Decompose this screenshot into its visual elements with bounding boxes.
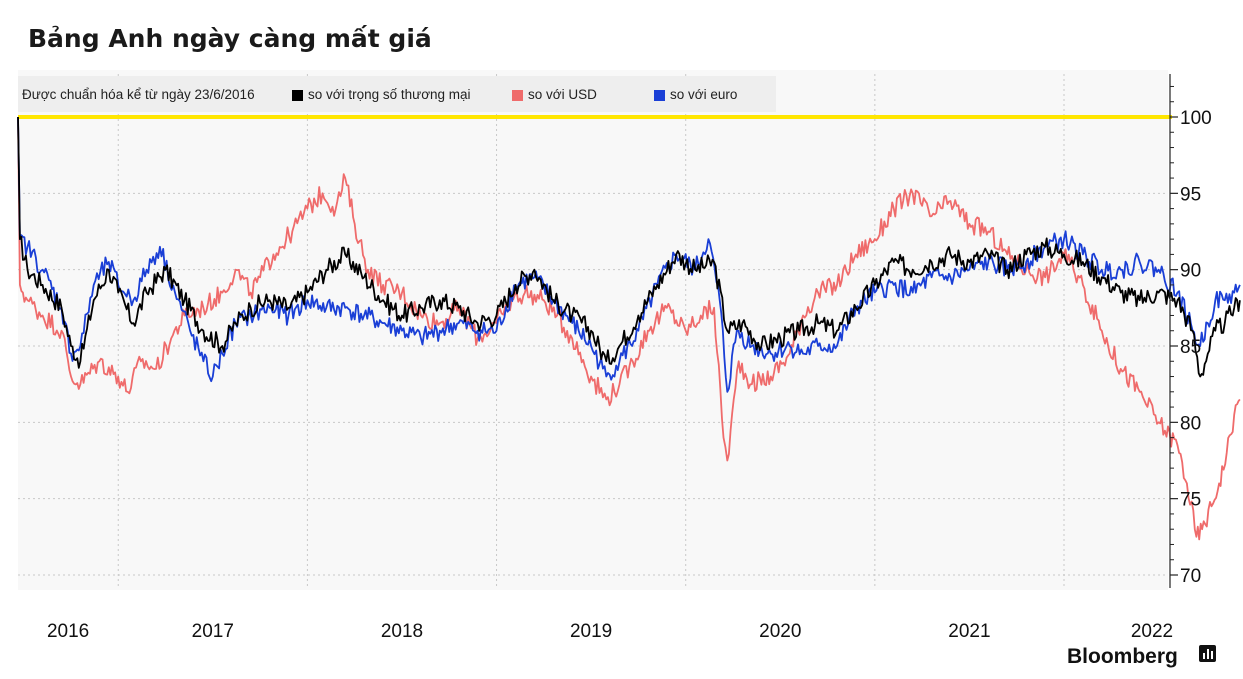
legend-swatch-blue — [654, 90, 665, 101]
x-tick-label: 2018 — [381, 621, 423, 642]
legend-swatch-red — [512, 90, 523, 101]
y-tick-label: 95 — [1180, 184, 1201, 205]
y-tick-label: 80 — [1180, 413, 1201, 434]
y-tick-label: 70 — [1180, 566, 1201, 587]
x-tick-label: 2020 — [759, 621, 801, 642]
y-tick-label: 100 — [1180, 108, 1212, 129]
x-tick-label: 2021 — [948, 621, 990, 642]
series-lines — [17, 116, 1241, 541]
series-line-1 — [17, 116, 1241, 541]
y-tick-label: 85 — [1180, 337, 1201, 358]
legend-swatch-black — [292, 90, 303, 101]
x-axis-ticks: 2016 2017 2018 2019 2020 2021 2022 — [47, 621, 1173, 642]
series-line-0 — [17, 116, 1241, 378]
chart-title: Bảng Anh ngày càng mất giá — [28, 24, 432, 53]
x-tick-label: 2016 — [47, 621, 89, 642]
y-tick-label: 75 — [1180, 490, 1201, 511]
bloomberg-logo-icon — [1199, 645, 1216, 662]
x-tick-label: 2019 — [570, 621, 612, 642]
series-line-2 — [17, 116, 1241, 393]
bloomberg-logo-text: Bloomberg — [1067, 645, 1178, 668]
legend-label-euro: so với euro — [670, 87, 737, 102]
legend-note: Được chuẩn hóa kể từ ngày 23/6/2016 — [22, 87, 255, 102]
legend-label-usd: so với USD — [528, 87, 597, 102]
x-tick-label: 2022 — [1131, 621, 1173, 642]
x-tick-label: 2017 — [192, 621, 234, 642]
legend-box — [18, 76, 776, 112]
legend-label-trade-weighted: so với trọng số thương mại — [308, 87, 471, 102]
plot-area — [18, 70, 1168, 590]
y-tick-label: 90 — [1180, 261, 1201, 282]
y-axis-ticks: 70 75 80 85 90 95 100 — [1170, 85, 1212, 587]
